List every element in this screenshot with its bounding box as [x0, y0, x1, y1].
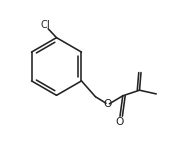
Text: O: O	[116, 117, 124, 127]
Text: Cl: Cl	[41, 20, 50, 30]
Text: O: O	[103, 99, 112, 109]
